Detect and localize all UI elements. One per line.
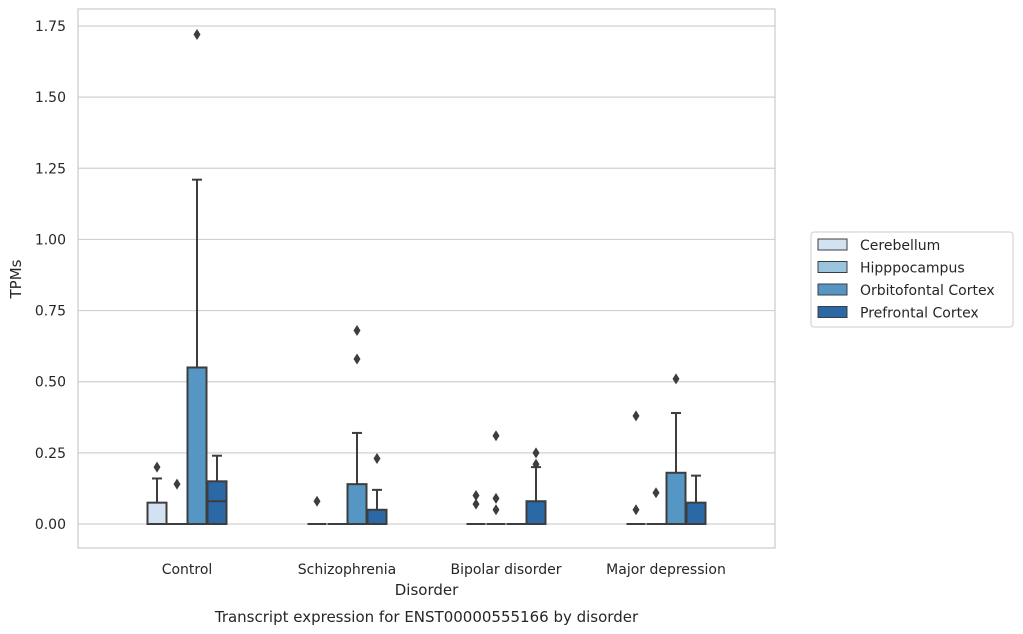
y-tick-label: 1.25: [35, 161, 66, 177]
box-groups: [146, 29, 707, 526]
box-body: [346, 483, 368, 526]
outlier-point: [153, 461, 161, 473]
y-tick-label: 1.75: [35, 19, 66, 35]
chart-caption: Transcript expression for ENST0000055516…: [214, 608, 639, 626]
outlier-point: [672, 373, 680, 385]
legend-label: Cerebellum: [860, 238, 940, 254]
outlier-point: [632, 410, 640, 422]
box-hipppocampus: [486, 430, 506, 525]
x-axis-label: Disorder: [395, 581, 459, 599]
box-cerebellum: [146, 461, 168, 525]
box-body: [685, 501, 707, 525]
legend-swatch: [817, 306, 848, 318]
box-body: [186, 366, 208, 525]
box-orbitofontal-cortex: [186, 29, 208, 525]
box-cerebellum: [626, 410, 646, 525]
x-tick-label: Schizophrenia: [298, 562, 396, 578]
legend-swatch: [817, 238, 848, 251]
outlier-point: [532, 458, 540, 470]
y-tick-label: 1.50: [35, 90, 66, 106]
outlier-point: [652, 487, 660, 499]
box-orbitofontal-cortex: [665, 373, 687, 525]
outlier-point: [492, 504, 500, 516]
legend-label: Orbitofontal Cortex: [860, 283, 995, 299]
x-tick-labels: Control Schizophrenia Bipolar disorder Majo…: [162, 562, 726, 578]
x-tick-label: Major depression: [606, 562, 726, 578]
box-hipppocampus: [167, 478, 187, 525]
outlier-point: [173, 478, 181, 490]
outlier-point: [472, 498, 480, 510]
legend-swatch: [817, 283, 848, 296]
y-tick-label: 0.25: [35, 446, 66, 462]
box-cerebellum: [307, 495, 327, 525]
y-tick-label: 1.00: [35, 232, 66, 248]
outlier-point: [632, 504, 640, 516]
box-hipppocampus: [646, 487, 666, 525]
legend-frame: [810, 231, 1014, 328]
legend-swatch: [817, 261, 848, 273]
box-prefrontal-cortex: [206, 454, 228, 526]
y-tick-labels: 0.00 0.25 0.50 0.75 1.00 1.25 1.50 1.75: [35, 19, 66, 533]
legend-label: Hipppocampus: [860, 261, 965, 277]
box-body: [206, 480, 228, 526]
outlier-point: [353, 324, 361, 336]
outlier-point: [373, 453, 381, 465]
legend-label: Prefrontal Cortex: [860, 306, 979, 322]
outlier-point: [472, 490, 480, 502]
box-prefrontal-cortex: [525, 447, 547, 525]
outlier-point: [193, 29, 201, 41]
outlier-point: [313, 495, 321, 507]
x-tick-label: Control: [162, 562, 213, 578]
box-body: [525, 500, 547, 525]
x-tick-label: Bipolar disorder: [450, 562, 561, 578]
outlier-point: [532, 447, 540, 459]
box-body: [366, 508, 388, 525]
box-orbitofontal-cortex: [346, 324, 368, 526]
outlier-point: [353, 353, 361, 365]
box-body: [665, 471, 687, 525]
plot-frame: [77, 8, 776, 549]
y-tick-label: 0.75: [35, 304, 66, 320]
y-tick-label: 0.50: [35, 375, 66, 391]
outlier-point: [492, 492, 500, 504]
box-body: [146, 501, 168, 525]
box-prefrontal-cortex: [366, 453, 388, 525]
box-cerebellum: [466, 490, 486, 525]
y-tick-label: 0.00: [35, 517, 66, 533]
box-prefrontal-cortex: [685, 474, 707, 525]
outlier-point: [492, 430, 500, 442]
legend: Cerebellum Hipppocampus Orbitofontal Corte…: [810, 231, 1014, 328]
y-axis-label: TPMs: [7, 259, 25, 299]
